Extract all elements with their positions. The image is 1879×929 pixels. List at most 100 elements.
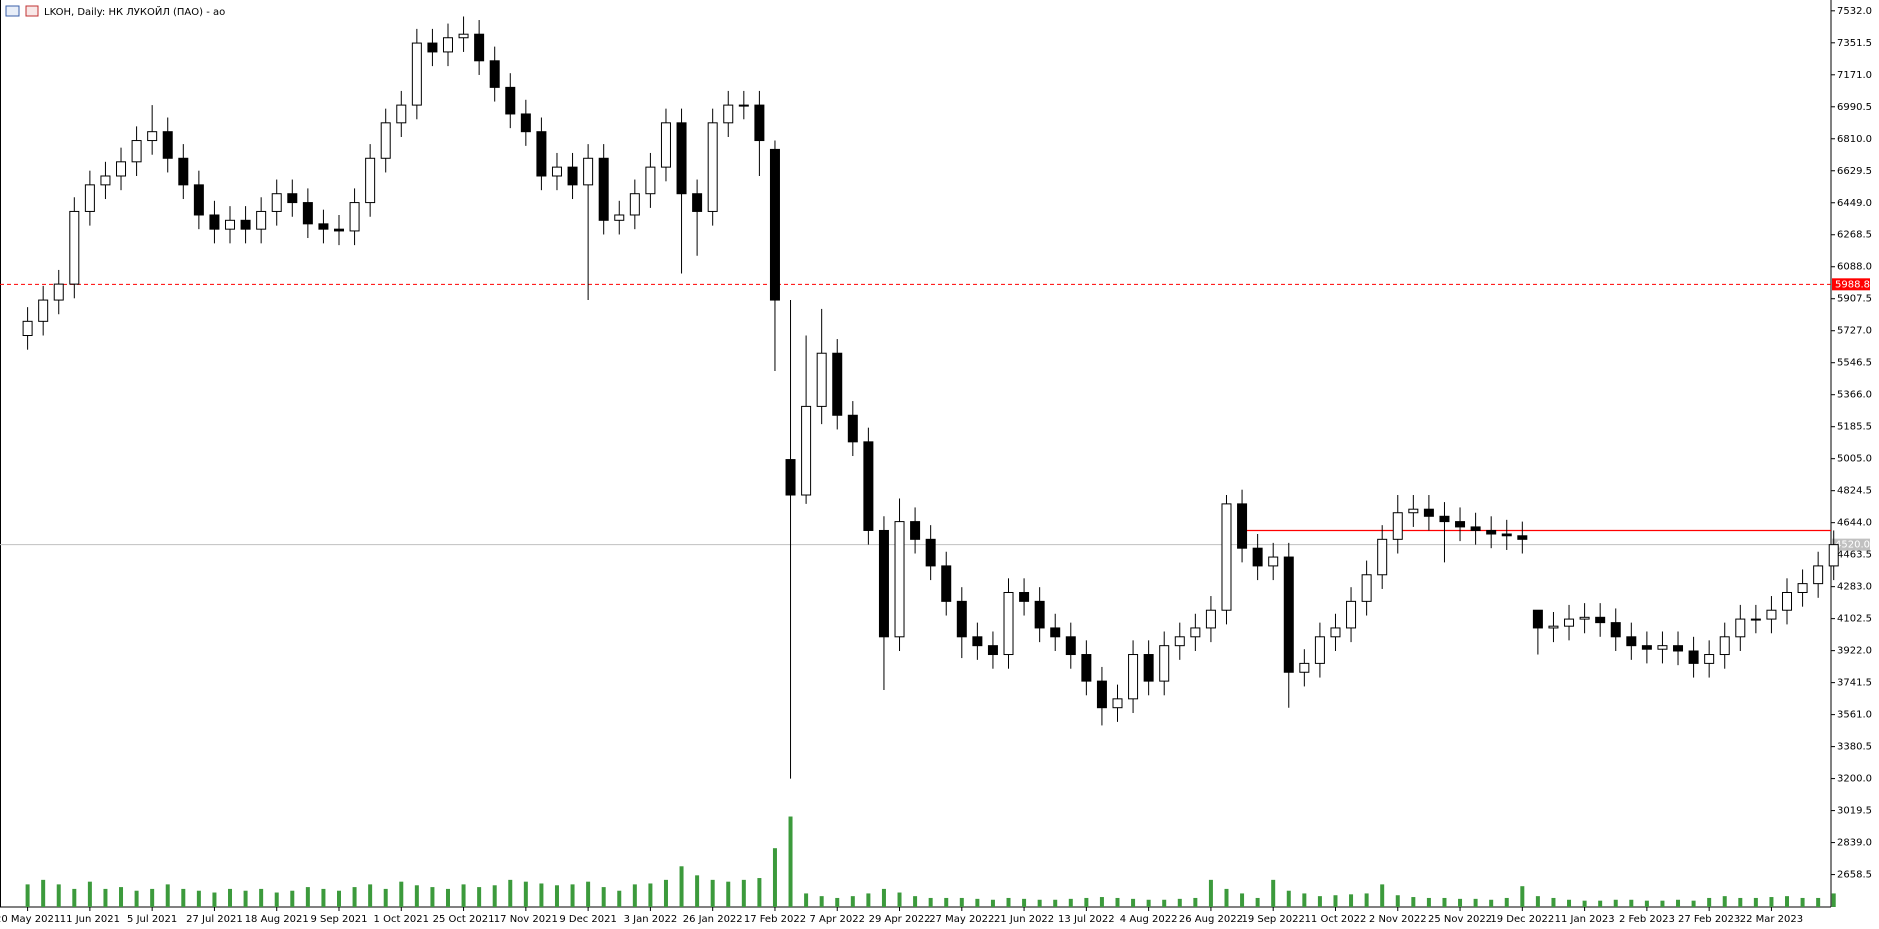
volume-bar: [383, 888, 388, 907]
x-tick-label: 9 Sep 2021: [310, 914, 367, 925]
candle-body: [925, 538, 936, 567]
y-tick-label: 3200.0: [1837, 774, 1872, 785]
candle-body: [583, 157, 594, 186]
candle-body: [380, 122, 391, 159]
candle-body: [1532, 609, 1543, 629]
volume-bar: [165, 884, 170, 907]
volume-bar: [1380, 884, 1385, 907]
candles: [22, 16, 1839, 779]
candle-body: [1237, 503, 1248, 549]
volume-bar: [1567, 899, 1572, 907]
volume-bar: [1286, 890, 1291, 907]
volume-bar: [1707, 897, 1712, 907]
candle-body: [302, 202, 313, 225]
y-tick-label: 6990.5: [1837, 102, 1872, 113]
candle-body: [271, 193, 282, 212]
x-tick-label: 21 Jun 2022: [994, 914, 1054, 925]
candle-body: [256, 210, 267, 230]
y-tick-label: 5366.0: [1837, 390, 1872, 401]
candle-body: [1828, 544, 1839, 567]
volume-bar: [1644, 900, 1649, 907]
volume-bar: [134, 890, 139, 907]
volume-bar: [41, 879, 46, 907]
y-tick-label: 7351.5: [1837, 38, 1872, 49]
candle-body: [427, 42, 438, 53]
candle-body: [1330, 627, 1341, 638]
volume-bar: [1660, 900, 1665, 907]
volume-bar: [695, 875, 700, 907]
candle-body: [1797, 583, 1808, 593]
volume-bar: [1084, 897, 1089, 907]
candle-body: [458, 33, 469, 39]
candle-body: [1003, 591, 1014, 656]
volume-bar: [881, 888, 886, 907]
candle-body: [38, 299, 49, 322]
candle-body: [1268, 556, 1279, 567]
volume-bar: [1520, 886, 1525, 907]
candle-body: [769, 148, 780, 301]
volume-bar: [243, 890, 248, 907]
candle-body: [1470, 526, 1481, 531]
candle-body: [520, 113, 531, 133]
volume-bar: [1722, 896, 1727, 907]
candle-body: [1065, 636, 1076, 656]
volume-bar: [726, 881, 731, 907]
volume-bar: [944, 897, 949, 907]
candle-body: [567, 166, 578, 186]
y-tick-label: 4283.0: [1837, 582, 1872, 593]
x-tick-label: 26 Aug 2022: [1179, 914, 1243, 925]
candle-body: [1096, 680, 1107, 709]
volume-bar: [1037, 899, 1042, 907]
volume-bar: [477, 887, 482, 907]
volume-bar: [679, 866, 684, 907]
candle-body: [676, 122, 687, 195]
volume-bar: [1551, 897, 1556, 907]
x-tick-label: 20 May 2021: [0, 914, 60, 925]
x-tick-label: 11 Oct 2022: [1305, 914, 1367, 925]
candle-body: [131, 140, 142, 163]
volume-bar: [1068, 898, 1073, 907]
candle-body: [1673, 645, 1684, 652]
candle-body: [754, 104, 765, 142]
candle-body: [365, 157, 376, 204]
candle-body: [894, 521, 905, 638]
volume-bar: [259, 888, 264, 907]
candle-body: [1486, 529, 1497, 535]
volume-bar: [1676, 899, 1681, 907]
candle-body: [162, 131, 173, 159]
x-tick-label: 7 Apr 2022: [810, 914, 865, 925]
candle-body: [536, 131, 547, 177]
candle-body: [1548, 625, 1559, 629]
y-tick-label: 6629.5: [1837, 166, 1872, 177]
candle-body: [116, 161, 127, 177]
price-label-box: [1832, 278, 1870, 291]
y-tick-label: 2658.5: [1837, 870, 1872, 881]
candle-body: [1252, 547, 1263, 567]
volume-bar: [1146, 899, 1151, 907]
volume-bar: [181, 888, 186, 907]
x-tick-label: 17 Nov 2021: [494, 914, 558, 925]
volume-bar: [990, 899, 995, 907]
candle-body: [1034, 600, 1045, 629]
y-tick-label: 6088.0: [1837, 262, 1872, 273]
volume-bar: [1224, 888, 1229, 907]
candle-body: [1564, 618, 1575, 627]
volume-bar: [1177, 898, 1182, 907]
y-tick-label: 7171.0: [1837, 70, 1872, 81]
volume-bar: [835, 897, 840, 907]
candle-body: [1517, 535, 1528, 540]
volume-bar: [1816, 897, 1821, 907]
candle-body: [723, 104, 734, 124]
volume-bar: [757, 878, 762, 907]
candle-body: [1205, 609, 1216, 629]
x-tick-label: 25 Nov 2022: [1428, 914, 1492, 925]
candle-body: [1688, 650, 1699, 664]
volume-bar: [150, 888, 155, 907]
volume-bar: [897, 892, 902, 907]
candle-body: [816, 352, 827, 407]
volume-bar: [663, 879, 668, 907]
volume-bar: [648, 883, 653, 907]
candle-body: [1112, 698, 1123, 709]
icon: [5, 5, 20, 17]
